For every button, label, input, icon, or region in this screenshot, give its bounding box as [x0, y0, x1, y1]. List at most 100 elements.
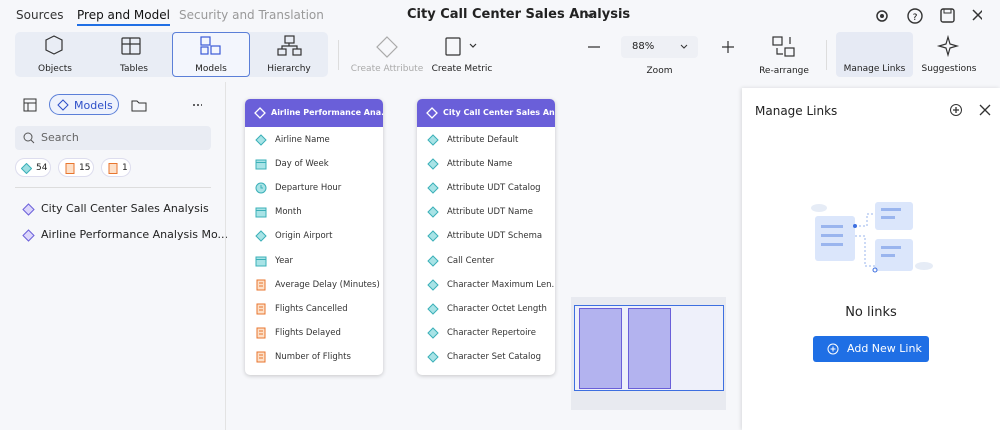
item-icon — [255, 182, 267, 194]
manage-links-label: Manage Links — [843, 64, 906, 74]
separator — [338, 40, 339, 70]
column-item[interactable]: Call Center — [447, 255, 495, 266]
column-item[interactable]: Character Maximum Len... — [447, 279, 555, 290]
item-icon — [427, 254, 439, 267]
title-chevron[interactable] — [584, 10, 596, 20]
models-icon — [57, 99, 69, 111]
zoom-value: 88% — [632, 41, 655, 52]
item-icon — [427, 302, 439, 315]
column-item[interactable]: Day of Week — [275, 159, 329, 170]
attribute-icon — [21, 163, 32, 174]
tables-label[interactable]: Tables — [120, 64, 148, 74]
card-title: Airline Performance Ana... — [245, 99, 383, 127]
rearrange-button[interactable]: Re-arrange — [759, 66, 809, 76]
column-item[interactable]: Number of Flights — [275, 351, 351, 362]
count: 15 — [79, 163, 91, 173]
minimap[interactable] — [571, 297, 726, 410]
table-card[interactable]: City Call Center Sales An... Attribute De… — [417, 99, 555, 375]
card-title: City Call Center Sales An... — [417, 99, 555, 127]
column-item[interactable]: Attribute UDT Catalog — [447, 183, 541, 194]
sidebar-border — [225, 82, 226, 430]
count: 1 — [122, 163, 128, 173]
count: 54 — [36, 163, 48, 173]
item-icon — [427, 206, 439, 219]
metric-count[interactable]: 15 — [58, 158, 94, 177]
hierarchy-label[interactable]: Hierarchy — [267, 64, 311, 74]
divider — [15, 187, 211, 188]
column-item[interactable]: Flights Delayed — [275, 327, 341, 338]
manage-links-panel: Manage Links No links Add New Link — [742, 88, 1000, 430]
search-placeholder: Search — [41, 131, 79, 144]
column-item[interactable]: Origin Airport — [275, 231, 333, 242]
tab-active[interactable]: Prep and Model — [77, 8, 170, 26]
search-input[interactable]: Search — [15, 126, 211, 150]
model-name: City Call Center Sales Analysis — [41, 202, 209, 215]
zoom-dropdown[interactable]: 88% — [621, 36, 698, 58]
dropdown-chevron — [680, 44, 688, 49]
create-metric-button[interactable]: Create Metric — [431, 64, 493, 74]
model-icon — [22, 229, 35, 242]
column-item[interactable]: Flights Cancelled — [275, 303, 348, 314]
column-item[interactable]: Character Octet Length — [447, 303, 547, 314]
item-icon — [427, 230, 439, 243]
column-item[interactable]: Airline Name — [275, 135, 330, 145]
item-icon — [255, 207, 267, 218]
svg-text:?: ? — [913, 13, 918, 23]
column-item[interactable]: Departure Hour — [275, 183, 342, 194]
plus-icon — [827, 343, 839, 355]
object-tool-group — [15, 32, 328, 77]
suggestions-button[interactable]: Suggestions — [921, 64, 977, 74]
item-icon — [256, 279, 266, 291]
card-icon — [426, 107, 438, 119]
add-link-label: Add New Link — [847, 342, 922, 355]
item-icon — [255, 159, 267, 170]
minimap-card — [628, 308, 671, 389]
item-icon — [427, 134, 439, 146]
item-icon — [427, 327, 439, 339]
column-item[interactable]: Character Set Catalog — [447, 351, 541, 362]
window-icons[interactable]: ? — [872, 6, 982, 26]
column-item[interactable]: Character Repertoire — [447, 327, 536, 338]
item-icon — [427, 182, 439, 194]
column-item[interactable]: Attribute UDT Name — [447, 207, 533, 218]
model-item[interactable]: City Call Center Sales Analysis — [22, 202, 209, 216]
derived-count[interactable]: 1 — [101, 158, 131, 177]
column-item[interactable]: Average Delay (Minutes) — [275, 279, 380, 290]
column-item[interactable]: Year — [275, 255, 293, 266]
search-icon — [23, 132, 35, 144]
table-card[interactable]: Airline Performance Ana... Airline Name Da… — [245, 99, 383, 375]
tab[interactable]: Sources — [16, 8, 64, 22]
column-item[interactable]: Attribute UDT Schema — [447, 231, 543, 242]
column-item[interactable]: Attribute Default — [447, 135, 519, 145]
model-name: Airline Performance Analysis Mo... — [41, 228, 228, 241]
derived-icon — [108, 163, 118, 174]
column-item[interactable]: Month — [275, 207, 302, 218]
item-icon — [256, 351, 266, 363]
column-item[interactable]: Attribute Name — [447, 159, 513, 170]
model-icon — [22, 203, 35, 216]
item-icon — [256, 327, 266, 339]
item-icon — [256, 303, 266, 315]
item-icon — [255, 134, 267, 146]
card-icon — [254, 107, 266, 119]
panel-actions[interactable] — [949, 103, 993, 117]
manage-links-button[interactable] — [836, 32, 913, 77]
models-label: Models — [195, 64, 227, 74]
model-item[interactable]: Airline Performance Analysis Mo... — [22, 228, 228, 242]
models-filter[interactable]: Models — [49, 94, 119, 115]
item-icon — [427, 278, 439, 291]
sidebar-icons[interactable] — [22, 97, 202, 113]
minimap-card — [579, 308, 622, 389]
empty-illustration — [811, 202, 933, 273]
item-icon — [255, 256, 267, 266]
objects-label: Objects — [37, 64, 72, 74]
panel-title: Manage Links — [755, 104, 838, 118]
create-attribute-button[interactable]: Create Attribute — [350, 64, 424, 74]
separator — [826, 40, 827, 70]
add-link-button[interactable]: Add New Link — [813, 336, 929, 362]
document-title[interactable]: City Call Center Sales Analysis — [407, 7, 631, 22]
item-icon — [427, 351, 439, 363]
tab[interactable]: Security and Translation — [179, 8, 324, 22]
attribute-count[interactable]: 54 — [15, 158, 51, 177]
